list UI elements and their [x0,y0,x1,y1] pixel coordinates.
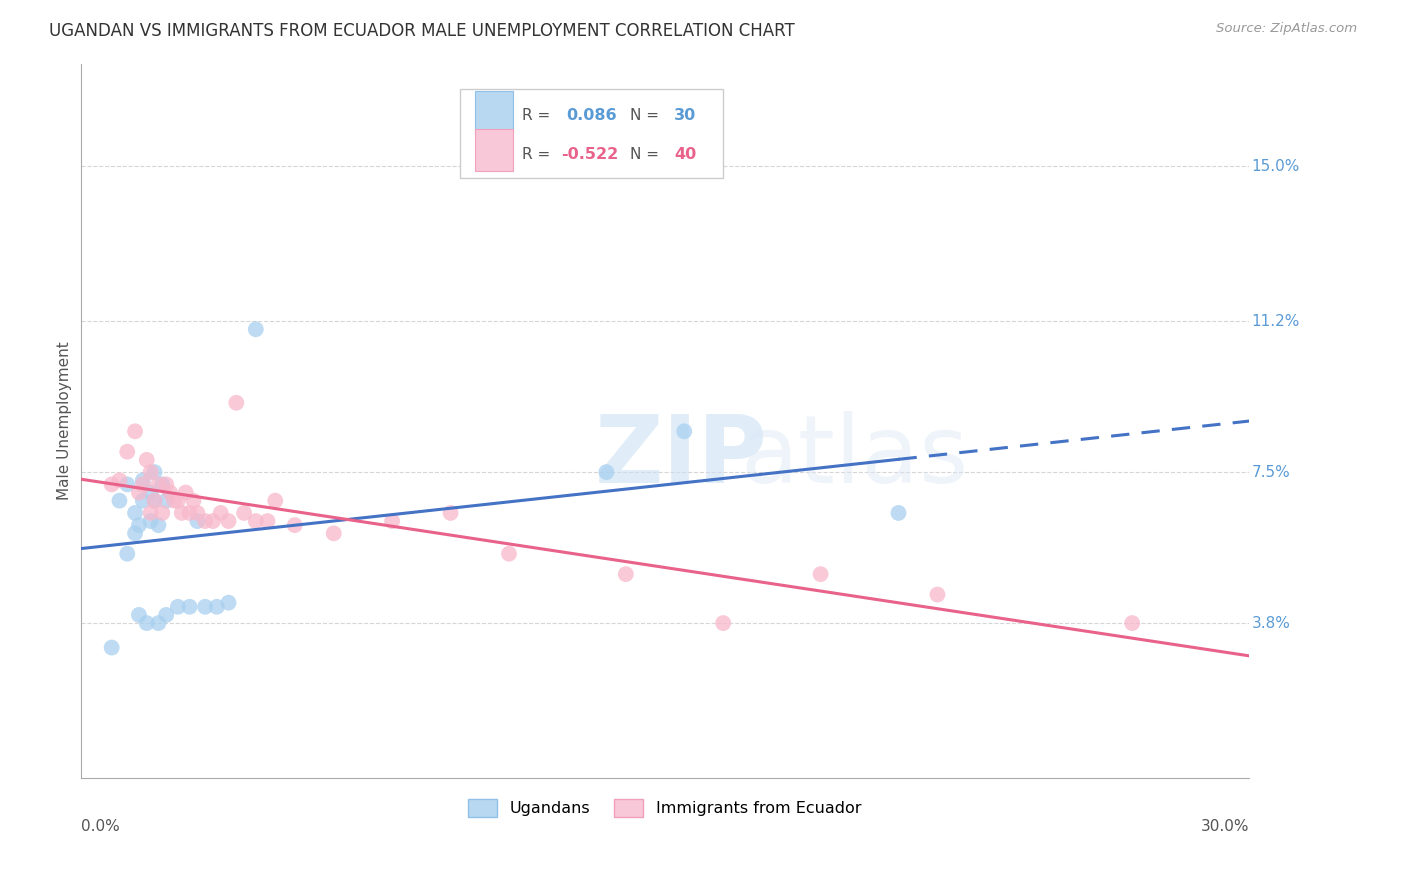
Point [614,567,637,582]
Point [233,506,256,520]
Point [143,465,166,479]
Point [128,518,150,533]
Point [209,506,232,520]
Point [1121,616,1143,631]
Point [245,514,267,528]
Text: 7.5%: 7.5% [1251,465,1291,480]
Point [264,493,287,508]
Point [135,616,157,631]
Point [225,396,247,410]
Point [155,493,177,508]
Text: R =: R = [522,146,555,161]
Point [245,322,267,336]
Point [322,526,344,541]
Point [124,506,146,520]
Point [100,640,122,655]
Text: 15.0%: 15.0% [1251,159,1299,174]
Point [143,493,166,508]
Text: 0.086: 0.086 [567,108,617,123]
Point [194,514,217,528]
Point [132,473,155,487]
Text: -0.522: -0.522 [561,146,619,161]
Point [139,514,162,528]
Point [139,465,162,479]
Point [711,616,734,631]
Text: 3.8%: 3.8% [1251,615,1291,631]
Point [117,547,139,561]
Point [132,493,155,508]
Point [205,599,228,614]
Point [135,453,157,467]
Point [381,514,404,528]
FancyBboxPatch shape [475,91,513,133]
Text: 0.0%: 0.0% [80,819,120,834]
Point [117,477,139,491]
Point [170,506,193,520]
Point [150,506,173,520]
Text: N =: N = [630,146,664,161]
Text: 30.0%: 30.0% [1201,819,1249,834]
Point [167,599,190,614]
Point [887,506,910,520]
Point [132,477,155,491]
Point [128,607,150,622]
Point [143,493,166,508]
Point [108,493,131,508]
Point [218,514,240,528]
Text: 30: 30 [673,108,696,123]
Point [139,485,162,500]
Point [128,485,150,500]
Point [150,477,173,491]
Text: R =: R = [522,108,555,123]
Point [117,444,139,458]
Text: N =: N = [630,108,664,123]
Text: 40: 40 [673,146,696,161]
Point [167,493,190,508]
Point [439,506,461,520]
Point [284,518,307,533]
Point [186,514,208,528]
Point [148,477,170,491]
Point [201,514,224,528]
Point [595,465,617,479]
Point [186,506,208,520]
Point [218,596,240,610]
Point [194,599,217,614]
Point [927,588,949,602]
Point [673,425,696,439]
Point [256,514,278,528]
Text: Source: ZipAtlas.com: Source: ZipAtlas.com [1216,22,1357,36]
Point [139,506,162,520]
Text: 11.2%: 11.2% [1251,314,1299,328]
Y-axis label: Male Unemployment: Male Unemployment [58,342,72,500]
Point [179,599,201,614]
Text: atlas: atlas [741,411,969,503]
Point [155,477,177,491]
FancyBboxPatch shape [460,89,723,178]
FancyBboxPatch shape [475,129,513,171]
Point [163,493,186,508]
Point [810,567,832,582]
Point [159,485,181,500]
Point [108,473,131,487]
Point [100,477,122,491]
Point [179,506,201,520]
Text: ZIP: ZIP [595,411,768,503]
Point [124,526,146,541]
Point [124,425,146,439]
Point [498,547,520,561]
Point [174,485,197,500]
Point [183,493,205,508]
Point [155,607,177,622]
Point [148,616,170,631]
Text: UGANDAN VS IMMIGRANTS FROM ECUADOR MALE UNEMPLOYMENT CORRELATION CHART: UGANDAN VS IMMIGRANTS FROM ECUADOR MALE … [49,22,794,40]
Legend: Ugandans, Immigrants from Ecuador: Ugandans, Immigrants from Ecuador [461,792,868,823]
Point [148,518,170,533]
